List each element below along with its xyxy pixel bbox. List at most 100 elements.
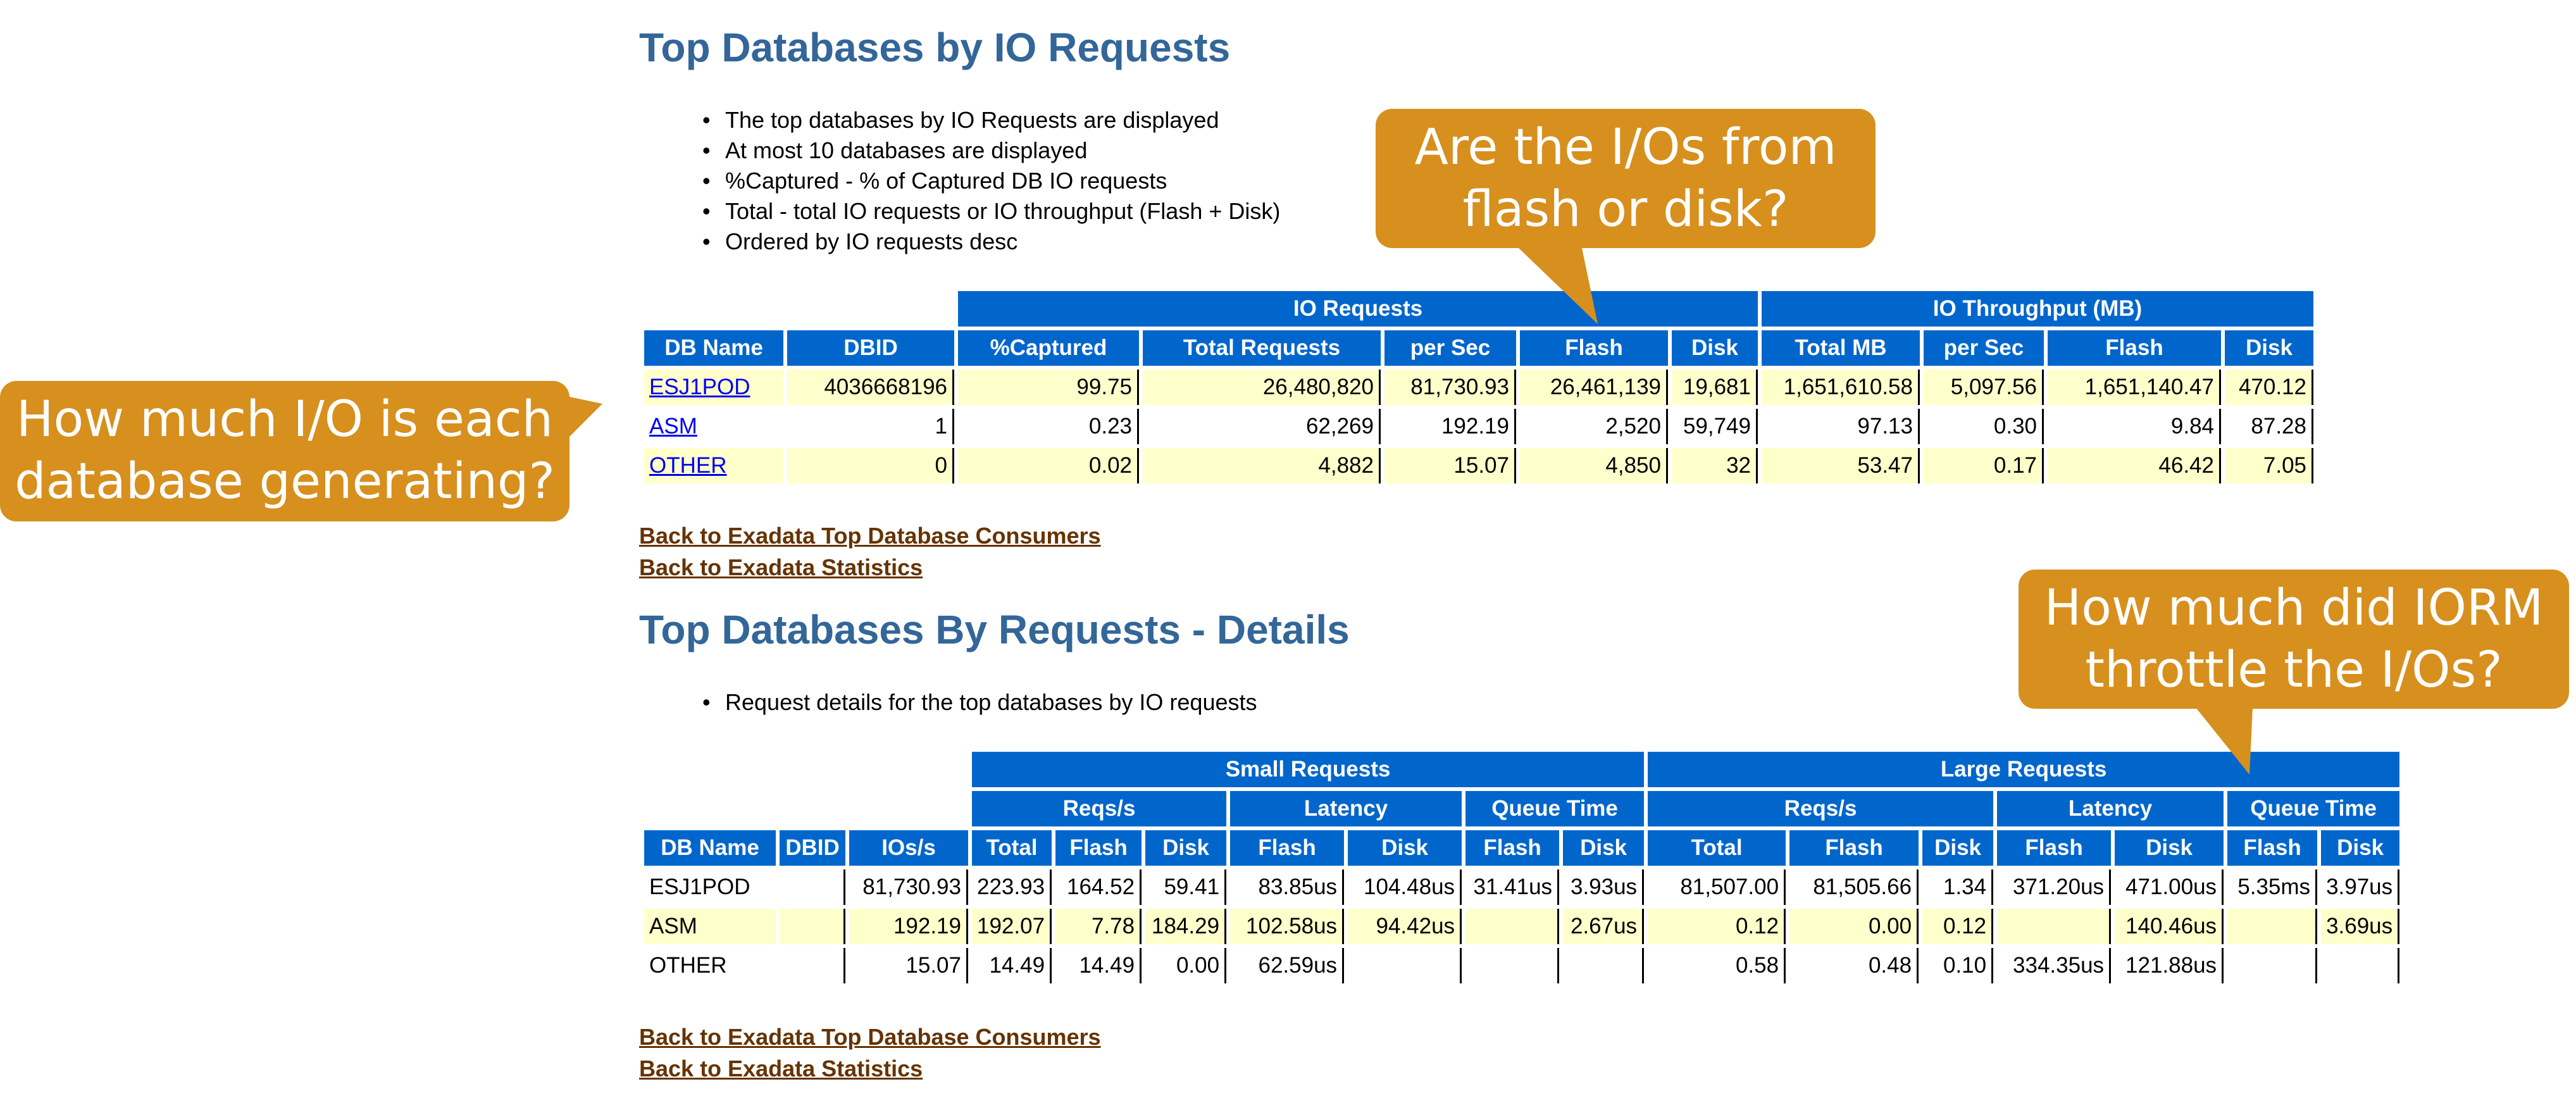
back-to-statistics-link[interactable]: Back to Exadata Statistics — [639, 554, 923, 580]
note-item: Ordered by IO requests desc — [702, 227, 1280, 257]
col-header: IOs/s — [849, 830, 968, 866]
back-to-statistics-link[interactable]: Back to Exadata Statistics — [639, 1056, 923, 1081]
table-cell: 192.19 — [1384, 409, 1516, 444]
col-header: Disk — [1145, 830, 1227, 866]
header-spacer — [644, 291, 783, 327]
table-cell — [780, 869, 845, 905]
table-cell: 334.35us — [1997, 948, 2112, 983]
table-row: OTHER 15.07 14.49 14.49 0.00 62.59us 0.5… — [644, 948, 2400, 983]
col-header: %Captured — [958, 330, 1139, 366]
table-cell: 102.58us — [1230, 909, 1345, 944]
table-cell — [2227, 948, 2318, 983]
table-cell: 14.49 — [1055, 948, 1142, 983]
table-cell — [1563, 948, 1645, 983]
table-cell: 59,749 — [1672, 409, 1758, 444]
table-cell: 7.05 — [2225, 448, 2313, 483]
header-spacer — [849, 752, 968, 787]
table-cell: 1.34 — [1922, 869, 1994, 905]
table-cell: 9.84 — [2048, 409, 2221, 444]
table-cell: 192.07 — [972, 909, 1052, 944]
section1-title: Top Databases by IO Requests — [639, 25, 1231, 70]
table-cell: 59.41 — [1145, 869, 1227, 905]
back-to-top-consumers-link[interactable]: Back to Exadata Top Database Consumers — [639, 523, 1101, 549]
table-cell: 81,730.93 — [1384, 370, 1516, 405]
col-header: Flash — [1230, 830, 1345, 866]
table-cell: 0.30 — [1924, 409, 2044, 444]
col-header: Disk — [1922, 830, 1994, 866]
note-item: Request details for the top databases by… — [702, 687, 1257, 718]
header-spacer — [780, 791, 845, 826]
col-header: Disk — [1563, 830, 1645, 866]
header-spacer — [780, 752, 845, 787]
db-name-cell: ASM — [644, 909, 776, 944]
db-name-cell[interactable]: ESJ1POD — [644, 370, 783, 405]
table-cell: 83.85us — [1230, 869, 1345, 905]
db-link[interactable]: ESJ1POD — [649, 375, 750, 399]
col-header: Disk — [2321, 830, 2400, 866]
col-header: Flash — [1789, 830, 1919, 866]
table-cell: 5,097.56 — [1924, 370, 2044, 405]
header-spacer — [849, 791, 968, 826]
subgroup-header-queue-time: Queue Time — [2227, 791, 2400, 826]
table-cell: 0.48 — [1789, 948, 1919, 983]
db-link[interactable]: OTHER — [649, 453, 727, 478]
db-name-cell[interactable]: ASM — [644, 409, 783, 444]
subgroup-header-reqs: Reqs/s — [972, 791, 1227, 826]
table-cell: 62,269 — [1143, 409, 1381, 444]
table-cell — [1465, 948, 1560, 983]
col-header: Flash — [2227, 830, 2318, 866]
callout-pointer-flash-or-disk — [1519, 248, 1598, 324]
table-cell: 4,882 — [1143, 448, 1381, 483]
table-cell: 3.93us — [1563, 869, 1645, 905]
io-requests-table: IO Requests IO Throughput (MB) DB Name D… — [640, 287, 2317, 487]
note-item: Total - total IO requests or IO throughp… — [702, 196, 1280, 227]
table-cell: 97.13 — [1762, 409, 1920, 444]
table-row: ESJ1POD 4036668196 99.75 26,480,820 81,7… — [644, 370, 2313, 405]
col-header: Disk — [1348, 830, 1462, 866]
col-header: Flash — [2048, 330, 2221, 366]
table-cell: 7.78 — [1055, 909, 1142, 944]
back-to-top-consumers-link[interactable]: Back to Exadata Top Database Consumers — [639, 1024, 1101, 1050]
table-cell: 15.07 — [1384, 448, 1516, 483]
table-cell — [1465, 909, 1560, 944]
table-cell: 371.20us — [1997, 869, 2112, 905]
table-cell: 104.48us — [1348, 869, 1462, 905]
table-cell: 3.69us — [2321, 909, 2400, 944]
db-link[interactable]: ASM — [649, 414, 697, 439]
col-header: DBID — [780, 830, 845, 866]
table-cell: 0.10 — [1922, 948, 1994, 983]
subgroup-header-latency: Latency — [1230, 791, 1462, 826]
table-cell: 26,480,820 — [1143, 370, 1381, 405]
db-name-cell: OTHER — [644, 948, 776, 983]
note-item: %Captured - % of Captured DB IO requests — [702, 166, 1280, 196]
db-name-cell[interactable]: OTHER — [644, 448, 783, 483]
callout-pointer-iorm — [2196, 707, 2253, 775]
group-header-io-throughput: IO Throughput (MB) — [1762, 291, 2313, 327]
table-cell — [1997, 909, 2112, 944]
table-cell: 81,507.00 — [1648, 869, 1786, 905]
table-row: ASM 1 0.23 62,269 192.19 2,520 59,749 97… — [644, 409, 2313, 444]
table-cell: 4036668196 — [787, 370, 954, 405]
table-cell: 0.02 — [958, 448, 1139, 483]
table-cell: 81,730.93 — [849, 869, 968, 905]
table-cell — [780, 909, 845, 944]
col-header: Total MB — [1762, 330, 1920, 366]
table-cell: 99.75 — [958, 370, 1139, 405]
table-cell: 121.88us — [2115, 948, 2224, 983]
table-cell: 0.17 — [1924, 448, 2044, 483]
col-header: DB Name — [644, 330, 783, 366]
table-cell: 87.28 — [2225, 409, 2313, 444]
table-cell: 62.59us — [1230, 948, 1345, 983]
col-header: per Sec — [1924, 330, 2044, 366]
col-header: Total Requests — [1143, 330, 1381, 366]
col-header: Flash — [1520, 330, 1668, 366]
table-cell: 15.07 — [849, 948, 968, 983]
table-cell: 2,520 — [1520, 409, 1668, 444]
table-cell: 471.00us — [2115, 869, 2224, 905]
table-cell: 53.47 — [1762, 448, 1920, 483]
table-cell: 19,681 — [1672, 370, 1758, 405]
header-spacer — [787, 291, 954, 327]
table-cell: 46.42 — [2048, 448, 2221, 483]
table-cell: 0.00 — [1145, 948, 1227, 983]
